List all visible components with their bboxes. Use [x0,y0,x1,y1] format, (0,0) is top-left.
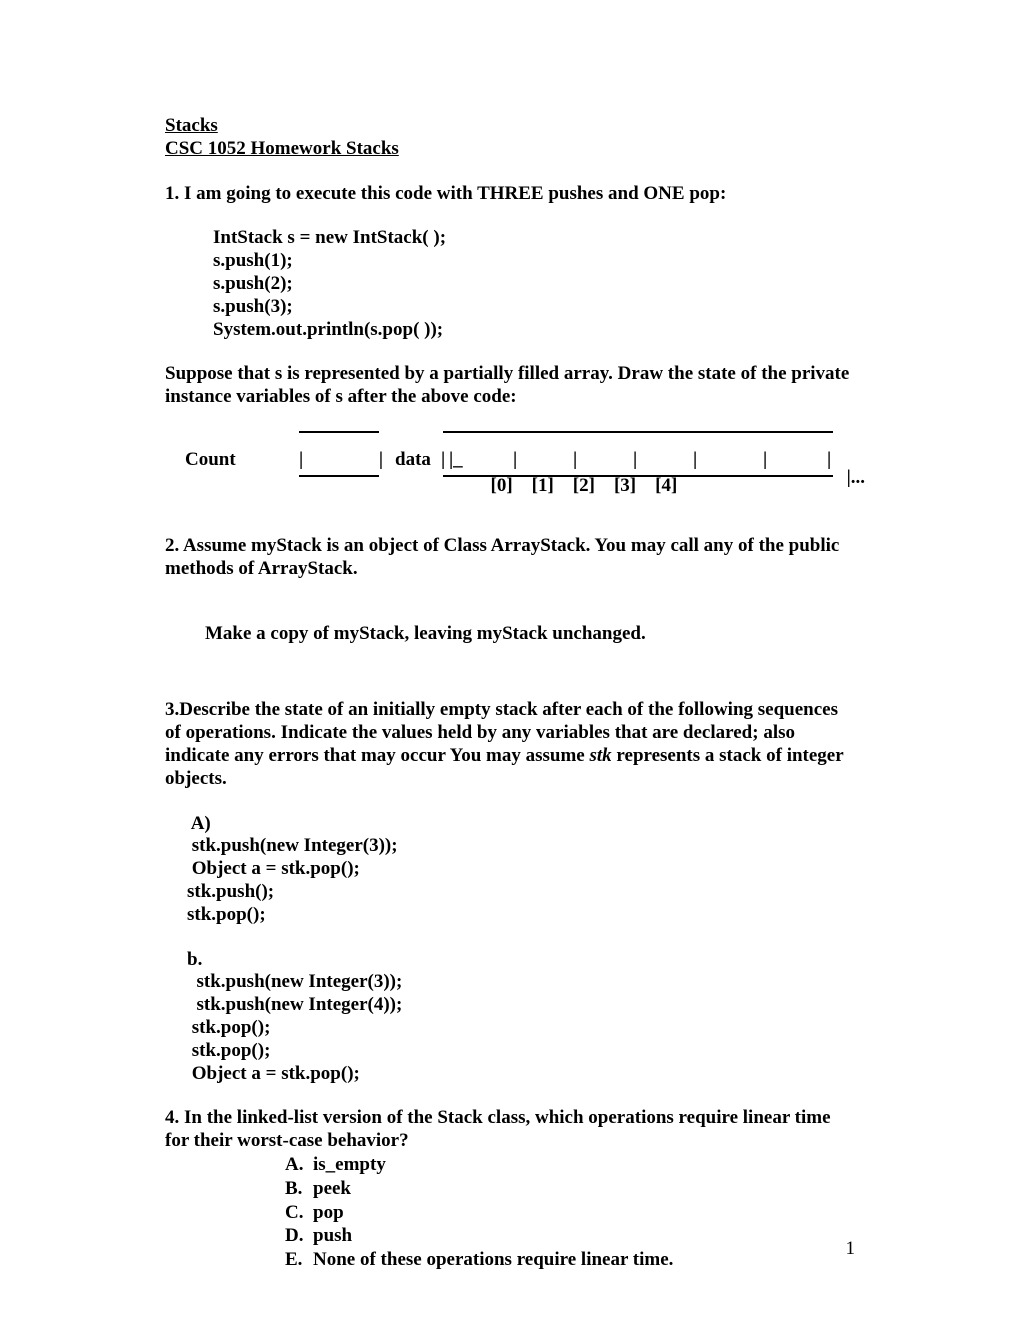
option-letter: D. [285,1225,313,1248]
array-sep: |_ [449,449,463,472]
array-indices: [0] [1] [2] [3] [4] [443,475,677,498]
title-stacks: Stacks [165,115,855,138]
question-3b-code: b. stk.push(new Integer(3)); stk.push(ne… [187,949,855,1086]
option-letter: C. [285,1202,313,1225]
array-left-bar: | [441,449,445,472]
question-2: 2. Assume myStack is an object of Class … [165,535,855,581]
option-b: B.peek [285,1178,855,1201]
question-4: 4. In the linked-list version of the Sta… [165,1107,855,1153]
question-1-followup: Suppose that s is represented by a parti… [165,363,855,409]
array-sep: | [633,449,637,472]
question-3: 3.Describe the state of an initially emp… [165,699,855,790]
option-c: C.pop [285,1202,855,1225]
question-2-sub: Make a copy of myStack, leaving myStack … [205,623,855,646]
q3-italic: stk [589,745,611,766]
data-label: data [395,449,431,472]
array-ellipsis: |... [847,467,865,490]
option-text: peek [313,1178,351,1199]
title-course: CSC 1052 Homework Stacks [165,138,855,161]
option-letter: B. [285,1178,313,1201]
array-box: | |_ | | | | | | |... [443,431,833,477]
option-letter: E. [285,1249,313,1272]
option-d: D.push [285,1225,855,1248]
array-diagram: Count | | data | |_ | | | | | | |... [0]… [165,427,855,515]
option-e: E.None of these operations require linea… [285,1249,855,1272]
document-page: Stacks CSC 1052 Homework Stacks 1. I am … [0,0,1020,1333]
code-block-1: IntStack s = new IntStack( ); s.push(1);… [213,227,855,341]
question-4-options: A.is_empty B.peek C.pop D.push E.None of… [285,1154,855,1272]
count-box: | | [299,431,379,477]
array-sep: | [513,449,517,472]
array-sep: | [763,449,767,472]
option-text: is_empty [313,1154,386,1175]
option-text: None of these operations require linear … [313,1249,673,1270]
array-sep: | [573,449,577,472]
option-text: push [313,1225,352,1246]
array-sep: | [827,449,831,472]
option-text: pop [313,1202,344,1223]
array-sep: | [693,449,697,472]
option-letter: A. [285,1154,313,1177]
page-number: 1 [846,1238,856,1260]
question-1: 1. I am going to execute this code with … [165,183,855,206]
question-3a-code: A) stk.push(new Integer(3)); Object a = … [187,813,855,927]
count-right-bar: | [379,449,383,472]
count-label: Count [185,449,236,472]
count-left-bar: | [299,449,303,472]
option-a: A.is_empty [285,1154,855,1177]
